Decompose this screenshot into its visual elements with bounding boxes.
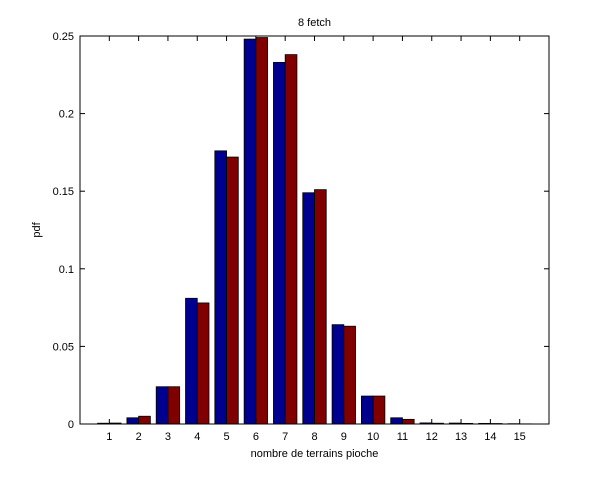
y-tick-label-3: 0.15 bbox=[53, 186, 74, 198]
x-tick-label-3: 3 bbox=[165, 431, 171, 443]
x-tick-label-11: 11 bbox=[397, 431, 408, 443]
x-tick-label-12: 12 bbox=[426, 431, 438, 443]
x-axis-label: nombre de terrains pioche bbox=[251, 448, 379, 460]
x-tick-label-1: 1 bbox=[106, 431, 112, 443]
bar-series1-9 bbox=[332, 325, 344, 424]
bar-series2-4 bbox=[197, 303, 209, 424]
bar-series1-11 bbox=[391, 418, 403, 424]
bar-series2-7 bbox=[285, 55, 297, 424]
bar-series2-3 bbox=[168, 387, 180, 424]
bar-series1-5 bbox=[215, 151, 227, 424]
y-tick-label-4: 0.2 bbox=[59, 109, 74, 121]
y-axis-label: pdf bbox=[31, 221, 43, 237]
bar-series2-6 bbox=[256, 38, 268, 424]
y-tick-label-0: 0 bbox=[68, 419, 74, 431]
x-tick-label-2: 2 bbox=[136, 431, 142, 443]
bar-series2-5 bbox=[227, 157, 239, 424]
bar-series1-4 bbox=[186, 298, 198, 424]
x-tick-label-10: 10 bbox=[367, 431, 379, 443]
bar-series1-3 bbox=[156, 387, 168, 424]
x-tick-label-6: 6 bbox=[253, 431, 259, 443]
x-tick-label-7: 7 bbox=[282, 431, 288, 443]
x-tick-label-15: 15 bbox=[514, 431, 526, 443]
x-tick-label-14: 14 bbox=[484, 431, 496, 443]
y-tick-label-1: 0.05 bbox=[53, 341, 74, 353]
bar-series2-9 bbox=[344, 326, 356, 424]
bar-series1-10 bbox=[361, 396, 373, 424]
x-tick-label-9: 9 bbox=[341, 431, 347, 443]
bar-series1-7 bbox=[273, 62, 285, 424]
y-tick-label-2: 0.1 bbox=[59, 264, 74, 276]
bar-series1-6 bbox=[244, 39, 256, 424]
x-tick-label-5: 5 bbox=[224, 431, 230, 443]
x-tick-label-4: 4 bbox=[194, 431, 200, 443]
bar-series2-8 bbox=[315, 190, 327, 424]
y-tick-label-5: 0.25 bbox=[53, 31, 74, 43]
bar-series1-2 bbox=[127, 418, 139, 424]
x-tick-label-13: 13 bbox=[455, 431, 467, 443]
bar-series2-2 bbox=[139, 416, 151, 424]
chart-title: 8 fetch bbox=[298, 17, 331, 29]
x-tick-label-8: 8 bbox=[311, 431, 317, 443]
bar-series2-10 bbox=[373, 396, 385, 424]
bar-series1-8 bbox=[303, 193, 315, 424]
bar-series2-11 bbox=[402, 419, 414, 424]
